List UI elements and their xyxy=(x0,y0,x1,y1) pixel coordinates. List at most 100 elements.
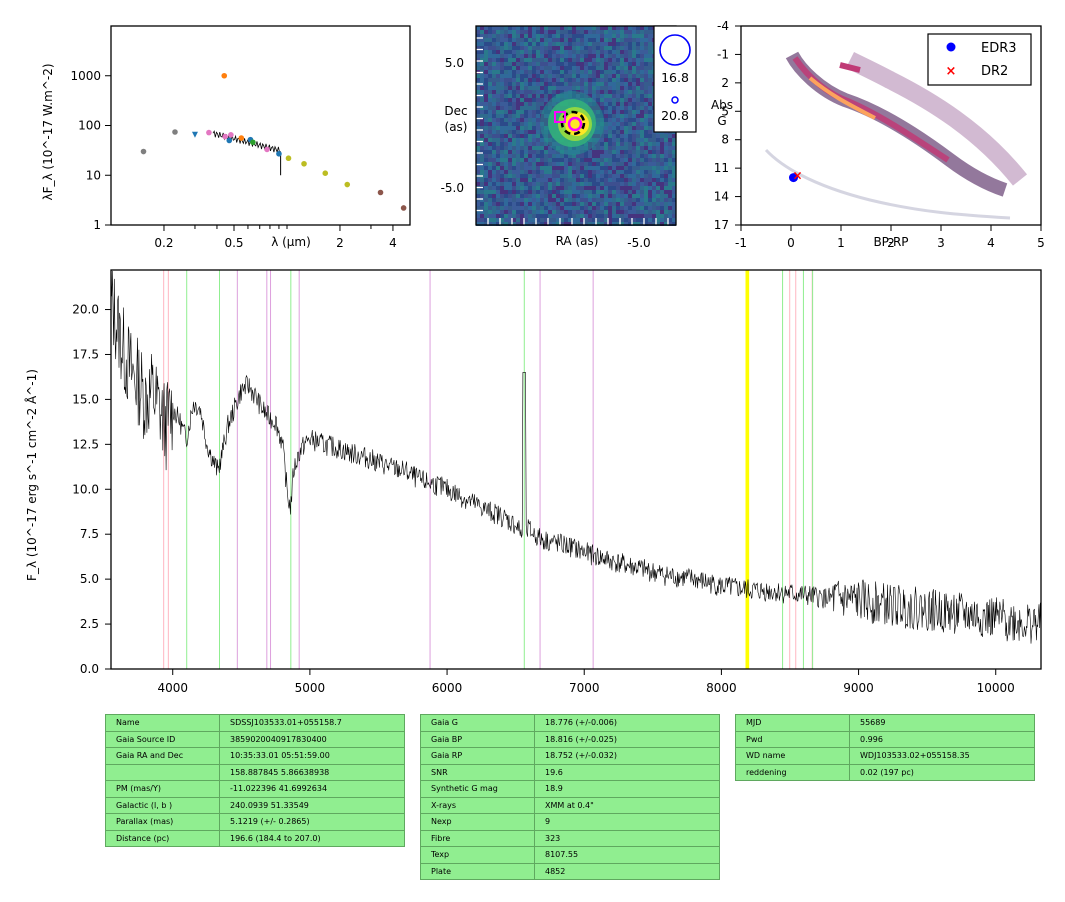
image-pixel xyxy=(524,66,528,70)
image-pixel xyxy=(640,50,644,54)
image-pixel xyxy=(524,210,528,214)
image-pixel xyxy=(564,82,568,86)
image-pixel xyxy=(508,182,512,186)
spectrum-x-tick-label: 5000 xyxy=(295,681,326,695)
image-pixel xyxy=(636,214,640,218)
image-pixel xyxy=(664,218,668,222)
image-pixel xyxy=(492,74,496,78)
image-pixel xyxy=(556,82,560,86)
image-pixel xyxy=(608,166,612,170)
image-pixel xyxy=(524,158,528,162)
image-pixel xyxy=(496,66,500,70)
spectrum-x-tick-label: 10000 xyxy=(977,681,1015,695)
image-pixel xyxy=(480,30,484,34)
image-pixel xyxy=(480,90,484,94)
image-pixel xyxy=(484,122,488,126)
image-pixel xyxy=(580,214,584,218)
legend-mag-bright: 16.8 xyxy=(661,70,689,85)
image-pixel xyxy=(592,94,596,98)
image-pixel xyxy=(584,150,588,154)
image-pixel xyxy=(624,202,628,206)
image-pixel xyxy=(572,190,576,194)
image-pixel xyxy=(600,146,604,150)
image-pixel xyxy=(604,142,608,146)
image-pixel xyxy=(576,174,580,178)
image-pixel xyxy=(524,198,528,202)
image-pixel xyxy=(636,170,640,174)
info-table-2: Gaia G 18.776 (+/-0.006) Gaia BP 18.816 (+/… xyxy=(420,714,720,880)
image-pixel xyxy=(584,54,588,58)
image-pixel xyxy=(544,146,548,150)
image-pixel xyxy=(608,150,612,154)
spectrum-x-tick-label: 6000 xyxy=(432,681,463,695)
image-pixel xyxy=(504,174,508,178)
image-pixel xyxy=(484,154,488,158)
image-pixel xyxy=(600,210,604,214)
image-pixel xyxy=(480,150,484,154)
image-pixel xyxy=(504,182,508,186)
image-pixel xyxy=(640,126,644,130)
image-pixel xyxy=(612,78,616,82)
image-pixel xyxy=(644,170,648,174)
image-pixel xyxy=(604,218,608,222)
image-pixel xyxy=(604,78,608,82)
image-pixel xyxy=(484,26,488,30)
image-pixel xyxy=(628,134,632,138)
image-pixel xyxy=(652,194,656,198)
image-pixel xyxy=(520,170,524,174)
image-pixel xyxy=(652,206,656,210)
image-pixel xyxy=(488,86,492,90)
image-pixel xyxy=(644,218,648,222)
image-pixel xyxy=(644,162,648,166)
image-pixel xyxy=(500,90,504,94)
image-pixel xyxy=(604,134,608,138)
image-pixel xyxy=(648,186,652,190)
image-pixel xyxy=(528,222,532,226)
image-pixel xyxy=(648,122,652,126)
image-pixel xyxy=(604,214,608,218)
image-pixel xyxy=(504,58,508,62)
image-pixel xyxy=(540,38,544,42)
image-pixel xyxy=(528,162,532,166)
image-pixel xyxy=(608,74,612,78)
image-pixel xyxy=(576,154,580,158)
image-pixel xyxy=(628,86,632,90)
image-pixel xyxy=(488,210,492,214)
image-pixel xyxy=(476,46,480,50)
image-pixel xyxy=(520,42,524,46)
image-pixel xyxy=(492,150,496,154)
image-pixel xyxy=(508,90,512,94)
image-pixel xyxy=(552,186,556,190)
image-pixel xyxy=(632,58,636,62)
image-pixel xyxy=(640,198,644,202)
image-pixel xyxy=(656,206,660,210)
image-pixel xyxy=(648,86,652,90)
sed-x-tick-label: 0.2 xyxy=(154,236,173,250)
image-pixel xyxy=(672,178,676,182)
table-value: XMM at 0.4" xyxy=(534,796,720,814)
image-pixel xyxy=(504,190,508,194)
image-pixel xyxy=(644,206,648,210)
table-value: 10:35:33.01 05:51:59.00 xyxy=(219,747,405,765)
image-pixel xyxy=(544,182,548,186)
image-pixel xyxy=(596,206,600,210)
image-pixel xyxy=(568,214,572,218)
image-pixel xyxy=(480,34,484,38)
image-pixel xyxy=(596,82,600,86)
image-pixel xyxy=(508,54,512,58)
image-pixel xyxy=(540,166,544,170)
image-pixel xyxy=(496,58,500,62)
image-pixel xyxy=(564,74,568,78)
image-pixel xyxy=(636,38,640,42)
image-pixel xyxy=(524,38,528,42)
image-pixel xyxy=(492,90,496,94)
image-pixel xyxy=(572,198,576,202)
image-pixel xyxy=(496,158,500,162)
image-pixel xyxy=(524,42,528,46)
image-pixel xyxy=(648,102,652,106)
image-pixel xyxy=(628,218,632,222)
image-pixel xyxy=(476,34,480,38)
image-pixel xyxy=(524,34,528,38)
image-pixel xyxy=(624,142,628,146)
image-pixel xyxy=(628,34,632,38)
